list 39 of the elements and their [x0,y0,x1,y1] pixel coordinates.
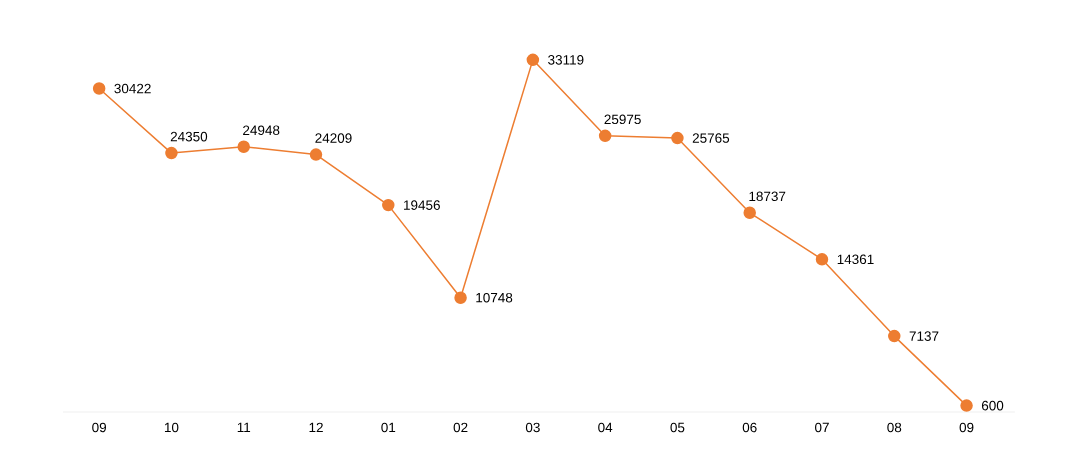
data-label: 24209 [315,133,352,143]
x-tick-label: 01 [381,422,396,433]
point [671,131,684,145]
data-label: 30422 [114,83,151,94]
point [92,82,106,95]
data-label: 25975 [604,114,641,125]
x-tick-label: 07 [815,422,829,433]
data-label: 33119 [548,55,584,65]
point [960,399,973,412]
data-label: 24948 [243,125,280,136]
point [888,329,901,343]
x-tick-label: 11 [237,422,251,432]
point [526,53,540,67]
x-tick-label: 10 [164,422,179,433]
data-label: 18737 [749,191,786,202]
data-label: 600 [981,400,1004,411]
data-label: 10748 [476,292,513,303]
x-tick-label: 06 [742,422,757,433]
data-label: 25765 [692,133,730,143]
x-tick-label: 12 [309,422,323,433]
data-label: 19456 [404,200,440,210]
point [309,148,323,161]
point [815,253,829,266]
point [237,140,250,153]
x-tick-label: 08 [887,422,902,433]
x-tick-label: 03 [525,422,540,433]
data-label: 14361 [837,254,874,265]
point [743,206,756,220]
x-tick-label: 05 [670,422,685,433]
x-tick-label: 04 [598,422,613,433]
point [454,291,467,304]
data-label: 24350 [170,131,208,142]
x-tick-label: 09 [959,422,974,433]
point [382,198,395,212]
x-tick-label: 02 [453,422,468,433]
point [598,129,612,143]
point [165,146,178,160]
data-label: 7137 [909,331,939,341]
x-tick-label: 09 [92,422,107,433]
